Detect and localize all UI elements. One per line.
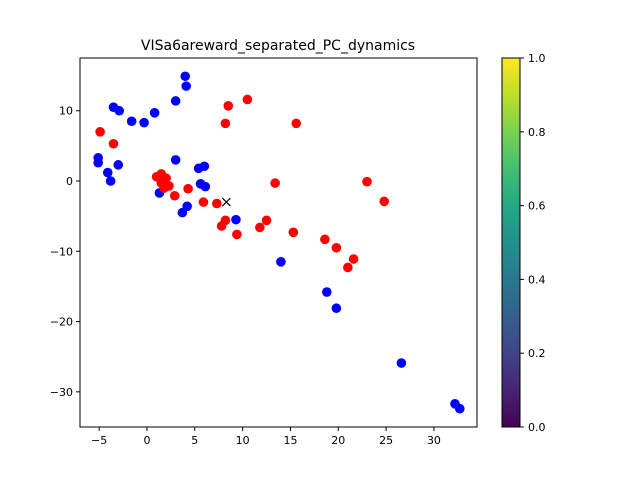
data-point-s0-p13 <box>170 155 181 165</box>
colorbar-tick-label: 1.0 <box>528 52 546 65</box>
data-point-s0-p25 <box>396 358 407 368</box>
data-point-s1-p25 <box>343 262 353 273</box>
x-tick-label: 25 <box>379 434 393 447</box>
data-point-s0-p15 <box>199 161 210 172</box>
data-point-s1-p14 <box>198 197 209 207</box>
x-axis: −5 0 5 10 15 20 25 30 <box>91 427 441 447</box>
data-point-s1-p21 <box>261 215 272 226</box>
data-point-s0-p24 <box>331 303 342 314</box>
data-point-s0-p7 <box>170 96 181 106</box>
data-point-s0-p23 <box>322 287 332 297</box>
data-point-s0-p9 <box>93 157 103 168</box>
data-point-s0-p10 <box>113 160 124 170</box>
data-point-s0-p1 <box>181 81 191 91</box>
x-tick-label: 15 <box>283 434 297 447</box>
data-point-s1-p1 <box>108 138 119 149</box>
y-tick-label: 0 <box>66 175 73 188</box>
data-point-s1-p4 <box>220 118 231 129</box>
data-point-s0-p12 <box>105 176 116 186</box>
x-marker <box>221 197 231 207</box>
data-point-s1-p18 <box>216 221 227 231</box>
data-point-s0-p27 <box>454 403 465 414</box>
data-point-s1-p2 <box>242 94 253 105</box>
y-tick-label: −20 <box>50 316 73 329</box>
data-point-s1-p22 <box>288 227 299 238</box>
x-tick-label: 0 <box>143 434 150 447</box>
colorbar-tick-label: 0.0 <box>528 421 546 434</box>
data-point-s1-p11 <box>159 183 169 193</box>
x-tick-label: 20 <box>331 434 345 447</box>
data-point-s1-p15 <box>211 198 222 209</box>
chart-title: VISa6areward_separated_PC_dynamics <box>141 38 415 54</box>
data-point-s1-p16 <box>270 178 280 188</box>
data-point-s1-p20 <box>255 222 265 233</box>
y-tick-label: −10 <box>50 245 73 258</box>
data-point-s1-p26 <box>348 254 359 264</box>
data-point-s1-p24 <box>331 242 342 253</box>
colorbar-tick-label: 0.8 <box>528 126 546 139</box>
data-point-s1-p28 <box>379 196 390 207</box>
data-point-s0-p5 <box>139 117 149 128</box>
x-marker-stroke-2 <box>221 197 231 207</box>
data-point-s0-p3 <box>114 105 125 116</box>
data-point-s0-p20 <box>177 207 188 218</box>
data-point-s0-p21 <box>231 214 241 225</box>
colorbar-axis: 0.0 0.2 0.4 0.6 0.8 1.0 <box>520 52 546 434</box>
data-point-s1-p5 <box>291 118 301 129</box>
colorbar <box>501 57 521 428</box>
data-point-s0-p17 <box>200 181 211 192</box>
x-tick-label: 30 <box>427 434 441 447</box>
data-point-s0-p11 <box>102 167 113 178</box>
data-point-s1-p19 <box>232 229 242 240</box>
colorbar-tick-label: 0.4 <box>528 273 546 286</box>
colorbar-tick-label: 0.6 <box>528 200 546 213</box>
plot-frame <box>79 57 478 428</box>
x-tick-label: 10 <box>236 434 250 447</box>
data-point-s1-p23 <box>320 234 330 245</box>
data-point-s0-p4 <box>126 116 137 127</box>
data-point-s1-p27 <box>362 176 372 187</box>
y-tick-label: −30 <box>50 386 73 399</box>
data-point-s0-p0 <box>180 71 191 82</box>
colorbar-tick-label: 0.2 <box>528 347 546 360</box>
y-tick-label: 10 <box>59 105 73 118</box>
data-point-s1-p3 <box>223 100 234 111</box>
data-point-s1-p0 <box>95 127 105 137</box>
data-point-s1-p12 <box>183 183 193 194</box>
points-layer <box>93 71 465 414</box>
data-point-s1-p13 <box>169 190 180 201</box>
x-tick-label: 5 <box>191 434 198 447</box>
data-point-s0-p6 <box>149 108 160 118</box>
y-axis: −30 −20 −10 0 10 <box>50 105 80 399</box>
x-tick-label: −5 <box>91 434 107 447</box>
data-point-s0-p22 <box>276 257 286 267</box>
